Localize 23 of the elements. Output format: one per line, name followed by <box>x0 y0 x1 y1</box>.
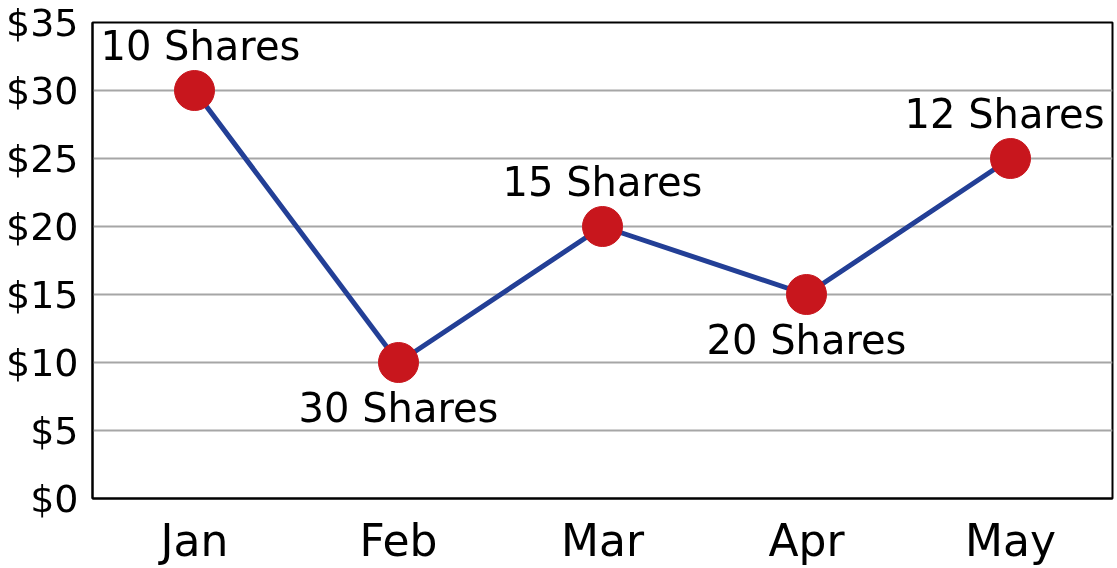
y-tick-label: $35 <box>5 0 79 45</box>
y-tick-label: $20 <box>5 204 79 249</box>
y-tick-label: $30 <box>5 68 79 113</box>
y-tick-label: $25 <box>5 136 79 181</box>
annotation: 20 Shares <box>706 316 907 363</box>
annotation: 15 Shares <box>502 158 703 205</box>
y-tick-label: $5 <box>30 408 79 453</box>
x-tick-label: May <box>965 514 1056 566</box>
x-tick-label: Apr <box>768 514 846 566</box>
y-tick-label: $0 <box>30 476 79 521</box>
point <box>990 138 1031 179</box>
point <box>786 274 827 315</box>
point <box>174 70 215 111</box>
x-tick-label: Mar <box>560 514 645 566</box>
annotation: 10 Shares <box>100 22 301 69</box>
point <box>378 342 419 383</box>
point <box>582 206 623 247</box>
annotation: 30 Shares <box>298 384 499 431</box>
y-tick-label: $10 <box>5 340 79 385</box>
y-tick-label: $15 <box>5 272 79 317</box>
x-tick-label: Feb <box>359 514 438 566</box>
annotation: 12 Shares <box>904 90 1105 137</box>
x-tick-label: Jan <box>157 514 229 566</box>
